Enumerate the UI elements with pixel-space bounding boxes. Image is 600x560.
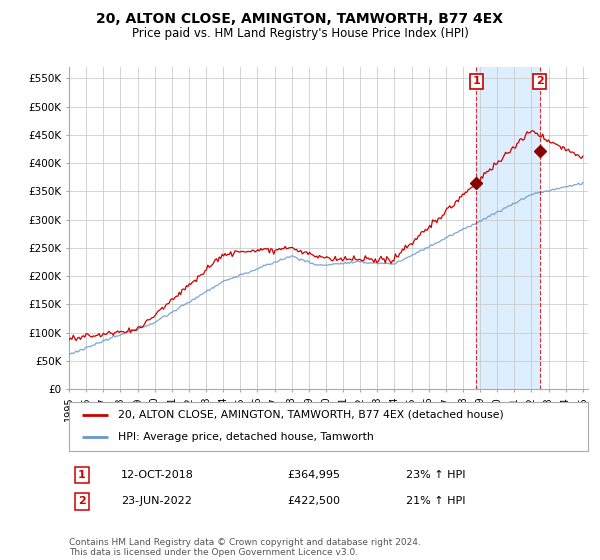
Text: 1: 1: [78, 470, 86, 480]
Text: £422,500: £422,500: [287, 497, 340, 506]
Bar: [476, 67, 539, 389]
Text: 12-OCT-2018: 12-OCT-2018: [121, 470, 194, 480]
Text: 23% ↑ HPI: 23% ↑ HPI: [406, 470, 466, 480]
Text: Contains HM Land Registry data © Crown copyright and database right 2024.
This d: Contains HM Land Registry data © Crown c…: [69, 538, 421, 557]
Text: 20, ALTON CLOSE, AMINGTON, TAMWORTH, B77 4EX (detached house): 20, ALTON CLOSE, AMINGTON, TAMWORTH, B77…: [118, 410, 504, 420]
Text: Price paid vs. HM Land Registry's House Price Index (HPI): Price paid vs. HM Land Registry's House …: [131, 27, 469, 40]
Text: 20, ALTON CLOSE, AMINGTON, TAMWORTH, B77 4EX: 20, ALTON CLOSE, AMINGTON, TAMWORTH, B77…: [97, 12, 503, 26]
Text: HPI: Average price, detached house, Tamworth: HPI: Average price, detached house, Tamw…: [118, 432, 374, 442]
Text: 23-JUN-2022: 23-JUN-2022: [121, 497, 192, 506]
Text: 1: 1: [472, 76, 480, 86]
Text: 21% ↑ HPI: 21% ↑ HPI: [406, 497, 466, 506]
Text: £364,995: £364,995: [287, 470, 340, 480]
Text: 2: 2: [536, 76, 544, 86]
Text: 2: 2: [78, 497, 86, 506]
